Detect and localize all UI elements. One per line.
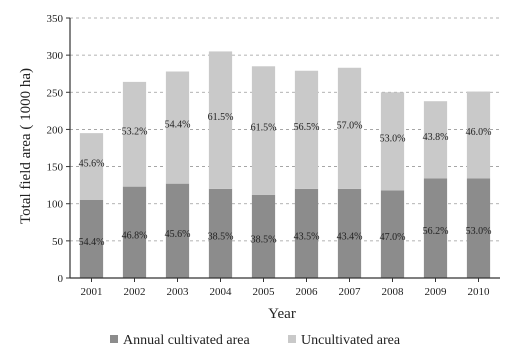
legend-label: Uncultivated area — [301, 333, 401, 348]
bar-segment — [380, 92, 405, 191]
x-tick-label: 2002 — [124, 286, 146, 298]
segment-label: 53.2% — [122, 126, 148, 137]
y-tick-label: 300 — [47, 50, 64, 62]
x-tick-labels: 2001 2002 2003 2004 2005 2006 2007 2008 2009 2010 — [81, 286, 491, 298]
legend: Annual cultivated area Uncultivated area — [110, 333, 401, 348]
segment-label: 38.5% — [208, 231, 234, 242]
x-axis-label: Year — [268, 306, 296, 322]
segment-label: 53.0% — [466, 226, 492, 237]
x-tick-label: 2001 — [81, 286, 103, 298]
segment-label: 54.4% — [79, 237, 105, 248]
bar-segment — [165, 183, 190, 278]
bar-segment — [208, 51, 233, 189]
bar-segment — [466, 178, 491, 278]
y-tick-label: 200 — [47, 124, 64, 136]
segment-label: 43.4% — [337, 231, 363, 242]
bars — [79, 51, 491, 278]
segment-label: 61.5% — [208, 112, 234, 123]
y-axis-label: Total field area ( 1000 ha) — [18, 68, 34, 224]
segment-label: 46.0% — [466, 127, 492, 138]
y-tick-label: 250 — [47, 87, 64, 99]
x-tick-label: 2003 — [167, 286, 190, 298]
y-tick-label: 50 — [52, 236, 64, 248]
segment-label: 45.6% — [165, 229, 191, 240]
segment-label: 43.8% — [423, 132, 449, 143]
bar-segment — [294, 188, 319, 278]
bar-segment — [251, 194, 276, 278]
y-tick-label: 100 — [47, 199, 64, 211]
legend-swatch — [288, 335, 296, 343]
bar-segment — [79, 133, 104, 200]
segment-label: 53.0% — [380, 133, 406, 144]
x-tick-label: 2005 — [253, 286, 276, 298]
bar-segment — [79, 200, 104, 278]
segment-label: 56.2% — [423, 226, 449, 237]
bar-segment — [337, 188, 362, 278]
segment-label: 54.4% — [165, 120, 191, 131]
bar-segment — [337, 67, 362, 189]
segment-label: 61.5% — [251, 123, 277, 134]
x-tick-label: 2010 — [468, 286, 491, 298]
bar-segment — [165, 71, 190, 184]
x-tick-label: 2009 — [425, 286, 448, 298]
bar-segment — [122, 81, 147, 187]
bar-segment — [294, 70, 319, 189]
bar-segment — [208, 188, 233, 278]
segment-label: 47.0% — [380, 232, 406, 243]
bar-segment — [122, 186, 147, 278]
x-tick-label: 2006 — [296, 286, 319, 298]
bar-segment — [466, 91, 491, 179]
x-tick-label: 2008 — [382, 286, 405, 298]
segment-label: 46.8% — [122, 230, 148, 241]
y-tick-labels: 0 50 100 150 200 250 300 350 — [47, 13, 64, 285]
y-tick-label: 150 — [47, 162, 64, 174]
y-tick-label: 0 — [58, 273, 64, 285]
segment-label: 57.0% — [337, 120, 363, 131]
segment-label: 56.5% — [294, 122, 320, 133]
legend-label: Annual cultivated area — [123, 333, 251, 348]
segment-labels: 54.4% 45.6% 46.8% 53.2% 45.6% 54.4% 38.5% 61.5%… — [79, 112, 492, 248]
segment-label: 38.5% — [251, 234, 277, 245]
bar-segment — [251, 66, 276, 195]
bar-segment — [380, 190, 405, 278]
segment-label: 43.5% — [294, 231, 320, 242]
x-tick-label: 2004 — [210, 286, 233, 298]
legend-swatch — [110, 335, 118, 343]
segment-label: 45.6% — [79, 159, 105, 170]
y-tick-label: 350 — [47, 13, 64, 25]
bar-segment — [423, 101, 448, 179]
bar-segment — [423, 178, 448, 278]
axes — [66, 17, 500, 282]
x-tick-label: 2007 — [339, 286, 362, 298]
